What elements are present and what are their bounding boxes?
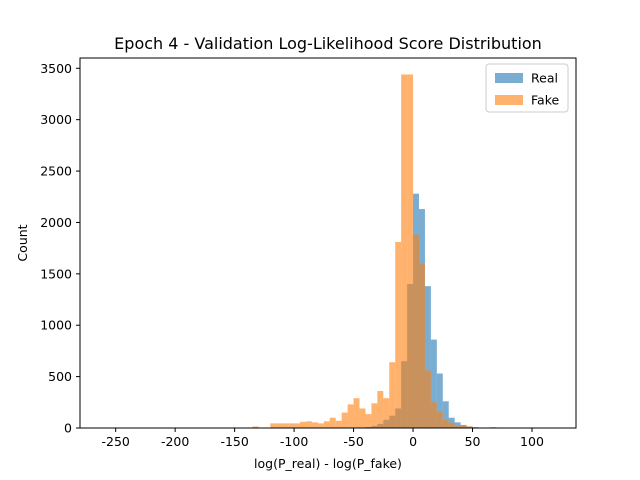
- y-tick-label: 2500: [40, 164, 72, 179]
- y-tick-label: 0: [64, 421, 72, 436]
- bar-fake-15: [353, 398, 360, 428]
- bar-fake-33: [460, 425, 467, 428]
- bar-fake-3: [282, 423, 289, 428]
- bar-fake-10: [323, 421, 330, 428]
- y-tick-label: 500: [48, 369, 72, 384]
- bar-fake-19: [377, 391, 384, 428]
- bar-fake-29: [436, 411, 443, 428]
- bar-fake-21: [389, 362, 396, 428]
- bar-fake-23: [401, 74, 408, 428]
- bar-real-11: [424, 286, 431, 428]
- y-axis: 0 500 1000 1500 2000 2500 3000 3500: [40, 61, 80, 436]
- bar-real-14: [442, 401, 449, 428]
- y-axis-label: Count: [15, 224, 30, 261]
- bar-fake-16: [359, 408, 366, 428]
- y-tick-label: 1000: [40, 318, 72, 333]
- bar-fake-32: [454, 425, 461, 428]
- bar-fake-1: [270, 423, 277, 428]
- bar-fake-11: [329, 417, 336, 428]
- x-axis-label: log(P_real) - log(P_fake): [254, 456, 402, 471]
- bar-fake-4: [288, 423, 295, 428]
- bar-fake-6: [300, 421, 306, 428]
- legend-swatch-fake: [495, 95, 523, 105]
- bar-fake-0: [252, 426, 259, 428]
- x-axis: -250 -200 -150 -100 -50 0 50 100: [101, 428, 544, 449]
- bars-layer: [252, 74, 497, 428]
- chart-title: Epoch 4 - Validation Log-Likelihood Scor…: [114, 34, 542, 53]
- bar-fake-7: [305, 421, 312, 428]
- bar-fake-27: [424, 370, 431, 428]
- legend-label-fake: Fake: [531, 93, 559, 108]
- y-tick-label: 3000: [40, 112, 72, 127]
- bar-fake-14: [347, 404, 354, 428]
- series-fake: [252, 74, 497, 428]
- y-tick-label: 2000: [40, 215, 72, 230]
- x-tick-label: 100: [520, 434, 544, 449]
- bar-fake-2: [276, 423, 283, 428]
- bar-fake-24: [407, 74, 414, 428]
- x-tick-label: -50: [343, 434, 363, 449]
- bar-fake-12: [335, 420, 342, 428]
- legend-swatch-real: [495, 73, 523, 83]
- bar-fake-30: [442, 419, 449, 428]
- bar-fake-18: [371, 403, 378, 428]
- y-tick-label: 1500: [40, 266, 72, 281]
- x-tick-label: 50: [465, 434, 481, 449]
- bar-fake-34: [466, 426, 473, 428]
- bar-real-16: [454, 422, 461, 428]
- legend-label-real: Real: [531, 71, 558, 86]
- x-tick-label: -250: [101, 434, 129, 449]
- bar-fake-31: [448, 422, 455, 428]
- bar-fake-8: [311, 422, 318, 428]
- bar-fake-25: [413, 234, 419, 428]
- bar-real-12: [430, 339, 437, 428]
- legend: Real Fake: [485, 63, 569, 113]
- bar-fake-26: [418, 263, 425, 428]
- x-tick-label: -100: [280, 434, 308, 449]
- x-tick-label: -200: [161, 434, 189, 449]
- x-tick-label: 0: [409, 434, 417, 449]
- bar-fake-22: [395, 241, 402, 428]
- bar-real-13: [436, 373, 443, 428]
- bar-fake-17: [365, 414, 372, 428]
- bar-fake-28: [430, 402, 437, 428]
- plot-area-frame: [79, 57, 577, 429]
- bar-fake-5: [294, 423, 301, 428]
- bar-fake-9: [317, 423, 324, 428]
- y-tick-label: 3500: [40, 61, 72, 76]
- bar-fake-13: [341, 412, 348, 428]
- bar-fake-20: [383, 398, 390, 428]
- x-tick-label: -150: [220, 434, 248, 449]
